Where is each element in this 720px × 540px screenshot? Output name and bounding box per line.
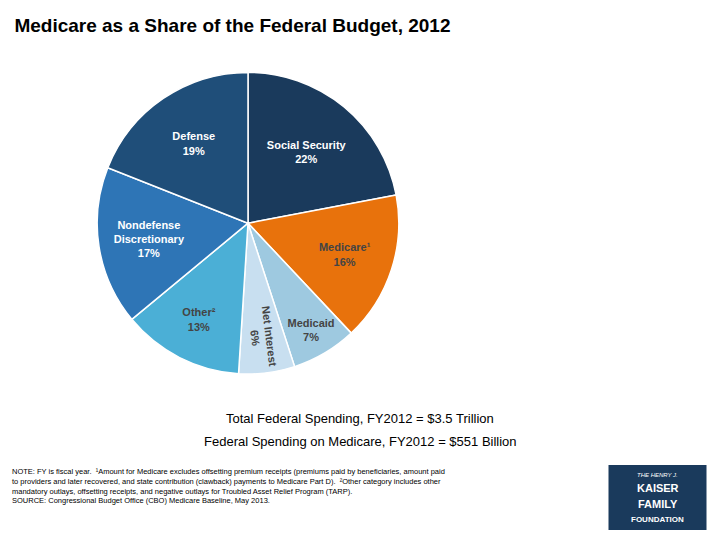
svg-text:Total Federal Spending, FY2012: Total Federal Spending, FY2012 = $3.5 Tr…: [226, 411, 494, 426]
svg-text:Federal Spending on Medicare,: Federal Spending on Medicare, FY2012 = $…: [204, 434, 517, 449]
svg-text:Other²13%: Other²13%: [182, 306, 215, 332]
svg-text:NOTE: FY is fiscal year. ¹Amo: NOTE: FY is fiscal year. ¹Amount for Med…: [12, 467, 445, 505]
svg-text:FAMILY: FAMILY: [638, 498, 678, 510]
svg-text:KAISER: KAISER: [637, 482, 679, 494]
svg-text:Medicaid7%: Medicaid7%: [287, 317, 334, 343]
svg-text:Defense19%: Defense19%: [172, 130, 215, 156]
svg-text:Medicare¹16%: Medicare¹16%: [319, 241, 371, 267]
svg-text:THE HENRY J.: THE HENRY J.: [637, 472, 678, 478]
svg-text:NondefenseDiscretionary17%: NondefenseDiscretionary17%: [114, 219, 185, 260]
svg-text:Net Interest6%: Net Interest6%: [246, 305, 280, 369]
svg-text:Medicare as a Share of the Fed: Medicare as a Share of the Federal Budge…: [14, 15, 450, 36]
svg-text:FOUNDATION: FOUNDATION: [631, 515, 684, 524]
svg-text:Social Security22%: Social Security22%: [267, 139, 347, 165]
